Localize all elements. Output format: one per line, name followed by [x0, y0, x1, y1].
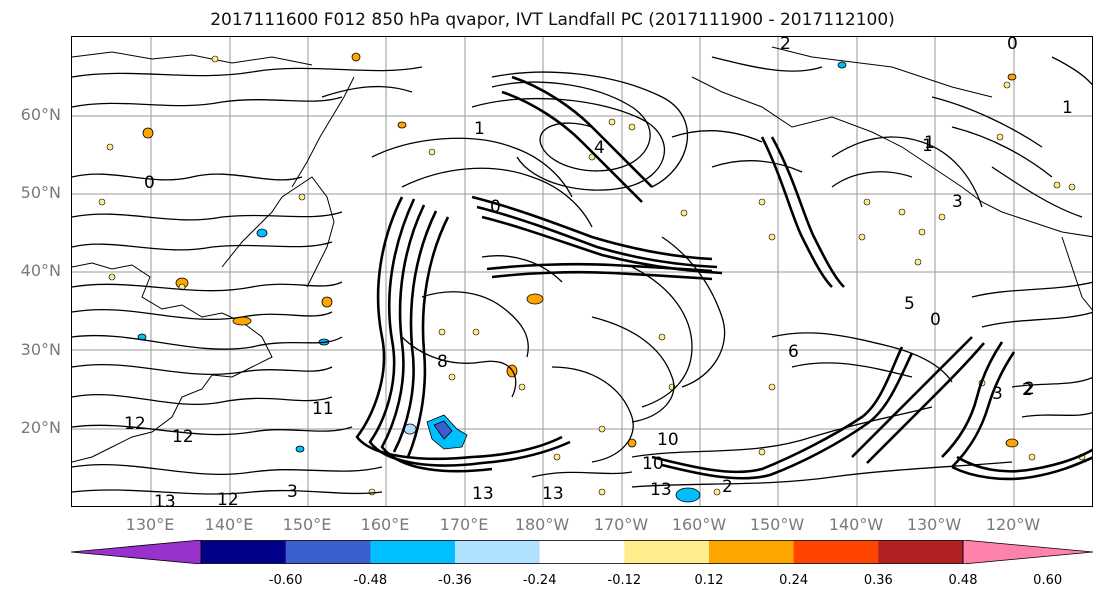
contour-label: 2	[1024, 379, 1035, 399]
contour-labels: 2 0 1 4 0 1 0 1 5 0 6 2 8 10 12 13 11 13…	[124, 37, 1073, 507]
contour-label: 10	[657, 430, 679, 450]
contour-label: 1	[1062, 98, 1073, 118]
colorbar-segment	[201, 540, 287, 564]
colorbar-segment	[878, 540, 964, 564]
colorbar-segment	[963, 540, 1093, 564]
colorbar-segment	[539, 540, 625, 564]
lon-label: 160°E	[360, 515, 410, 534]
colorbar-segment	[709, 540, 795, 564]
lon-label: 180°W	[514, 515, 570, 534]
colorbar-tick-label: -0.60	[268, 573, 303, 588]
colorbar-tick-label: -0.24	[522, 573, 557, 588]
contour-label: 6	[788, 342, 799, 362]
colorbar-segment	[624, 540, 710, 564]
lat-label: 40°N	[20, 261, 61, 280]
colorbar-tick-label: 0.60	[1033, 573, 1063, 588]
colorbar-segment	[455, 540, 541, 564]
lon-label: 140°E	[204, 515, 254, 534]
contour-label: 3	[952, 192, 963, 212]
lon-label: 170°E	[439, 515, 489, 534]
colorbar-segment	[285, 540, 371, 564]
contour-label: 13	[650, 480, 672, 500]
colorbar-outline	[200, 540, 964, 564]
map-panel: 2 0 1 4 0 1 0 1 5 0 6 2 8 10 12 13 11 13…	[71, 36, 1093, 507]
contour-label: 8	[437, 352, 448, 372]
lat-label: 60°N	[20, 105, 61, 124]
contour-label: 12	[172, 427, 194, 447]
contour-label: 2	[1022, 380, 1033, 400]
contour-label: 1	[922, 136, 933, 156]
lon-label: 150°E	[282, 515, 332, 534]
contour-label: 1	[924, 133, 935, 153]
map-title: 2017111600 F012 850 hPa qvapor, IVT Land…	[210, 10, 895, 30]
contour-label: 0	[490, 197, 501, 217]
colorbar-segment	[71, 540, 201, 564]
contour-label: 13	[154, 492, 176, 507]
contour-label: 0	[930, 310, 941, 330]
lon-label: 130°W	[906, 515, 962, 534]
lon-label: 130°E	[125, 515, 175, 534]
colorbar-tick-label: -0.12	[607, 573, 642, 588]
lon-label: 120°W	[985, 515, 1041, 534]
contour-label: 0	[1007, 37, 1018, 54]
contour-label: 1	[474, 119, 485, 139]
lon-label: 140°W	[828, 515, 884, 534]
lat-label: 50°N	[20, 183, 61, 202]
map-canvas: 2 0 1 4 0 1 0 1 5 0 6 2 8 10 12 13 11 13…	[72, 37, 1092, 507]
contour-label: 2	[722, 477, 733, 497]
contour-label: 11	[312, 399, 334, 419]
contour-label: 13	[542, 484, 564, 504]
colorbar-tick-label: 0.36	[863, 573, 893, 588]
qvapor-patches	[137, 52, 1019, 503]
colorbar-tick-label: 0.24	[779, 573, 809, 588]
lon-label: 150°W	[749, 515, 805, 534]
contour-label: 10	[642, 454, 664, 474]
contour-label: 3	[992, 384, 1003, 404]
colorbar-tick-label: 0.48	[948, 573, 978, 588]
contour-label: 0	[144, 173, 155, 193]
contour-label: 2	[780, 37, 791, 54]
lon-label: 160°W	[671, 515, 727, 534]
colorbar-segment	[370, 540, 456, 564]
lat-label: 30°N	[20, 340, 61, 359]
colorbar-segment	[793, 540, 879, 564]
coastlines	[72, 46, 1092, 463]
contour-label: 5	[904, 294, 915, 314]
lon-label: 170°W	[593, 515, 649, 534]
contour-label: 4	[594, 138, 605, 158]
contour-label: 3	[287, 482, 298, 502]
colorbar-tick-label: 0.12	[694, 573, 724, 588]
lat-label: 20°N	[20, 418, 61, 437]
contour-label: 12	[124, 414, 146, 434]
contour-label: 13	[472, 484, 494, 504]
ivt-contours-thick	[355, 75, 1092, 481]
ivt-contours-thin	[72, 56, 1092, 495]
contour-label: 12	[217, 490, 239, 507]
colorbar-segments	[71, 540, 1093, 564]
colorbar	[71, 540, 1094, 564]
colorbar-tick-label: -0.36	[438, 573, 472, 588]
colorbar-tick-label: -0.48	[353, 573, 388, 588]
